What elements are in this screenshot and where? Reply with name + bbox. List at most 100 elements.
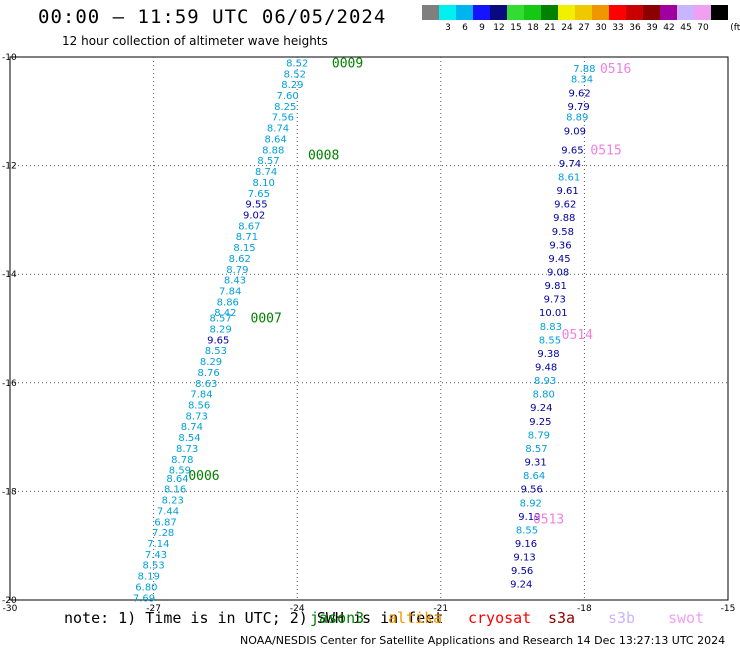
pass-time-label: 0513 bbox=[533, 513, 564, 528]
pass-time-label: 0514 bbox=[562, 328, 593, 343]
swh-value-west: 8.86 bbox=[217, 297, 239, 308]
swh-value-west: 7.69 bbox=[133, 593, 155, 604]
swh-value-west: 8.73 bbox=[176, 444, 198, 455]
swh-value-east: 9.73 bbox=[544, 295, 566, 306]
x-tick-label: -15 bbox=[721, 604, 736, 614]
swh-value-east: 9.31 bbox=[524, 458, 546, 469]
legend-tick-label: 33 bbox=[612, 23, 624, 33]
legend-swatch bbox=[558, 5, 575, 20]
legend-tick-label: 21 bbox=[544, 23, 556, 33]
page-title: 00:00 – 11:59 UTC 06/05/2024 bbox=[38, 6, 387, 28]
y-tick-label: -10 bbox=[2, 53, 17, 63]
swh-value-east: 9.25 bbox=[529, 417, 551, 428]
swh-value-west: 8.63 bbox=[195, 379, 217, 390]
legend-swatch bbox=[439, 5, 456, 20]
satellite-legend-cryosat: cryosat bbox=[468, 609, 532, 627]
swh-value-east: 8.55 bbox=[539, 335, 561, 346]
legend-tick-label: 70 bbox=[697, 23, 709, 33]
swh-value-west: 8.71 bbox=[236, 232, 258, 243]
swh-value-west: 8.64 bbox=[265, 134, 287, 145]
swh-value-west: 9.55 bbox=[245, 200, 267, 211]
swh-value-west: 8.62 bbox=[229, 254, 251, 265]
swh-value-west: 8.29 bbox=[209, 325, 231, 336]
pass-time-label: 0008 bbox=[308, 149, 339, 164]
legend-tick-label: 3 bbox=[445, 23, 451, 33]
x-tick-label: -21 bbox=[433, 604, 448, 614]
swh-value-west: 8.16 bbox=[164, 485, 186, 496]
legend-swatch bbox=[422, 5, 439, 20]
swh-value-west: 8.57 bbox=[257, 156, 279, 167]
swh-value-west: 8.53 bbox=[205, 346, 227, 357]
swh-value-east: 8.92 bbox=[520, 498, 542, 509]
swh-value-east: 9.09 bbox=[564, 126, 586, 137]
swh-value-east: 9.79 bbox=[568, 102, 590, 113]
legend-swatch bbox=[524, 5, 541, 20]
credit-line: NOAA/NESDIS Center for Satellite Applica… bbox=[240, 634, 726, 647]
swh-value-east: 8.83 bbox=[540, 322, 562, 333]
pass-time-label: 0006 bbox=[188, 469, 219, 484]
legend-tick-label: 9 bbox=[479, 23, 485, 33]
legend-tick-label: 18 bbox=[527, 23, 539, 33]
page-subtitle: 12 hour collection of altimeter wave hei… bbox=[62, 34, 328, 48]
map-frame bbox=[9, 56, 729, 601]
swh-value-east: 8.80 bbox=[533, 390, 555, 401]
legend-tick-label: 6 bbox=[462, 23, 468, 33]
legend-swatch bbox=[626, 5, 643, 20]
swh-value-east: 9.24 bbox=[510, 580, 532, 591]
note-text: note: 1) Time is in UTC; 2) SWH is in fe… bbox=[64, 609, 444, 627]
swh-value-west: 8.10 bbox=[253, 178, 275, 189]
pass-time-label: 0009 bbox=[332, 56, 363, 71]
x-tick-label: -24 bbox=[290, 604, 305, 614]
satellite-legend-s3a: s3a bbox=[548, 609, 576, 627]
swh-value-west: 8.57 bbox=[209, 314, 231, 325]
swh-value-west: 9.65 bbox=[207, 335, 229, 346]
satellite-legend-altika: altika bbox=[388, 609, 443, 627]
swh-value-west: 7.43 bbox=[145, 550, 167, 561]
swh-value-west: 8.52 bbox=[284, 69, 306, 80]
legend-swatch bbox=[660, 5, 677, 20]
swh-value-west: 8.74 bbox=[267, 124, 289, 135]
swh-value-east: 10.01 bbox=[539, 308, 568, 319]
x-tick-label: -18 bbox=[577, 604, 592, 614]
swh-value-west: 8.42 bbox=[214, 308, 236, 319]
legend-swatch bbox=[473, 5, 490, 20]
legend-tick-label: 45 bbox=[680, 23, 692, 33]
pass-time-label: 0515 bbox=[590, 143, 621, 158]
swh-value-east: 9.19 bbox=[518, 512, 540, 523]
legend-swatch bbox=[609, 5, 626, 20]
swh-value-west: 7.60 bbox=[276, 91, 298, 102]
swh-value-east: 9.45 bbox=[548, 254, 570, 265]
satellite-legend-swot: swot bbox=[668, 609, 705, 627]
swh-value-east: 9.56 bbox=[521, 485, 543, 496]
swh-value-west: 8.29 bbox=[281, 80, 303, 91]
swh-value-west: 7.84 bbox=[219, 286, 241, 297]
pass-time-label: 0007 bbox=[251, 312, 282, 327]
swh-value-east: 9.62 bbox=[554, 200, 576, 211]
legend-tick-label: 36 bbox=[629, 23, 641, 33]
swh-value-west: 7.28 bbox=[152, 528, 174, 539]
swh-value-east: 9.56 bbox=[511, 566, 533, 577]
satellite-legend-jason3: jason3 bbox=[310, 609, 365, 627]
legend-swatch bbox=[643, 5, 660, 20]
legend-tick-label: 15 bbox=[510, 23, 522, 33]
swh-value-west: 7.44 bbox=[157, 506, 179, 517]
legend-tick-label: 42 bbox=[663, 23, 675, 33]
swh-value-west: 8.56 bbox=[188, 401, 210, 412]
swh-value-east: 9.38 bbox=[537, 349, 559, 360]
swh-value-west: 7.14 bbox=[147, 539, 169, 550]
swh-value-east: 9.08 bbox=[547, 267, 569, 278]
legend-swatch bbox=[592, 5, 609, 20]
satellite-legend-s3b: s3b bbox=[608, 609, 636, 627]
pass-time-label: 0516 bbox=[600, 62, 631, 77]
swh-value-east: 8.61 bbox=[558, 172, 580, 183]
swh-value-west: 8.59 bbox=[169, 466, 191, 477]
legend-swatch bbox=[507, 5, 524, 20]
swh-value-east: 9.74 bbox=[559, 159, 581, 170]
legend-swatch bbox=[456, 5, 473, 20]
swh-value-west: 8.15 bbox=[233, 243, 255, 254]
swh-value-east: 8.57 bbox=[525, 444, 547, 455]
swh-value-west: 6.87 bbox=[154, 517, 176, 528]
swh-value-west: 8.29 bbox=[200, 357, 222, 368]
legend-tick-label: 27 bbox=[578, 23, 590, 33]
swh-value-west: 7.65 bbox=[248, 189, 270, 200]
